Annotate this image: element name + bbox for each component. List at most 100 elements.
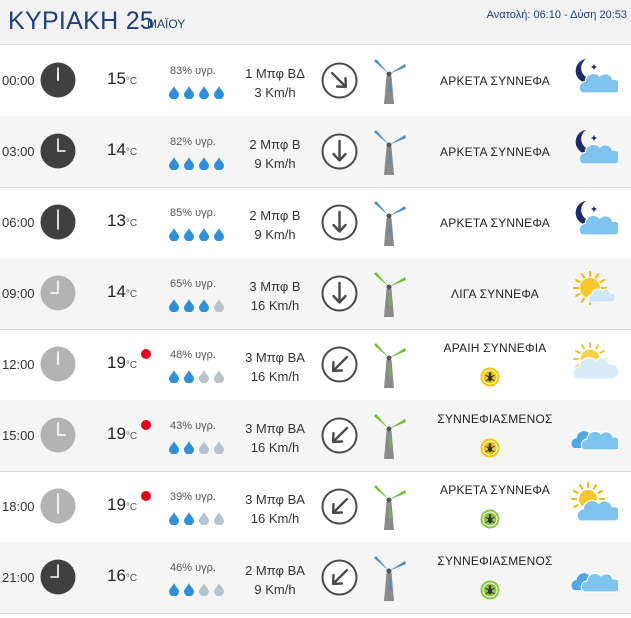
- humidity-label: 65% υγρ.: [170, 278, 216, 290]
- alert-dot-icon: [141, 349, 151, 359]
- forecast-time: 18:00: [2, 499, 35, 514]
- wind-info: 2 Μπφ Β 9 Km/h: [230, 206, 320, 244]
- clock-icon: [40, 275, 76, 311]
- sunrise-sunset-info: Ανατολή: 06:10 - Δύση 20:53: [486, 9, 627, 21]
- humidity-drops-icon: [168, 227, 228, 242]
- humidity-drops-icon: [168, 440, 228, 455]
- wind-info: 3 Μπφ Β 16 Km/h: [230, 277, 320, 315]
- temperature-value: 19: [107, 424, 126, 443]
- temperature-unit: °C: [125, 147, 138, 158]
- wind-turbine-icon: [371, 56, 407, 106]
- forecast-row: 06:00 13°C 85% υγρ. 2 Μπφ Β 9 Km/h ΑΡΚΕΤΑ Σ…: [0, 187, 631, 259]
- weather-condition: ΑΡΚΕΤΑ ΣΥΝΝΕΦΑ: [440, 145, 550, 159]
- moon-cloud-icon: [570, 197, 622, 245]
- forecast-time: 06:00: [2, 215, 35, 230]
- temperature-unit: °C: [125, 573, 138, 584]
- temperature-value: 13: [107, 211, 126, 230]
- forecast-time: 09:00: [2, 286, 35, 301]
- temperature: 14°C: [107, 282, 137, 302]
- temperature: 15°C: [107, 69, 137, 89]
- forecast-time: 12:00: [2, 357, 35, 372]
- weather-condition: ΣΥΝΝΕΦΙΑΣΜΕΝΟΣ: [437, 412, 553, 426]
- wind-turbine-icon: [371, 482, 407, 532]
- wind-turbine-icon: [371, 340, 407, 390]
- wind-info: 1 Μπφ ΒΔ 3 Km/h: [230, 64, 320, 102]
- temperature: 19°C: [107, 495, 137, 515]
- clock-icon: [40, 488, 76, 524]
- temperature-unit: °C: [125, 218, 138, 229]
- alert-dot-icon: [141, 491, 151, 501]
- clouds-icon: [570, 410, 622, 458]
- weather-condition: ΑΡΚΕΤΑ ΣΥΝΝΕΦΑ: [440, 74, 550, 88]
- temperature-value: 14: [107, 282, 126, 301]
- humidity-label: 83% υγρ.: [170, 65, 216, 77]
- sun-cloud-icon: [570, 481, 622, 529]
- humidity-label: 48% υγρ.: [170, 349, 216, 361]
- weather-condition: ΑΡΚΕΤΑ ΣΥΝΝΕΦΑ: [440, 216, 550, 230]
- temperature: 16°C: [107, 566, 137, 586]
- wind-force: 3 Μπφ ΒΑ: [245, 492, 305, 507]
- day-title: ΚΥΡΙΑΚΗ 25: [8, 7, 155, 35]
- temperature-value: 19: [107, 353, 126, 372]
- temperature-unit: °C: [125, 289, 138, 300]
- moon-cloud-icon: [570, 55, 622, 103]
- clock-icon: [40, 346, 76, 382]
- day-header: ΚΥΡΙΑΚΗ 25 ΜΑΪΟΥ Ανατολή: 06:10 - Δύση 2…: [0, 0, 631, 45]
- forecast-row: 09:00 14°C 65% υγρ. 3 Μπφ Β 16 Km/h ΛΙΓΑ ΣΥ…: [0, 258, 631, 330]
- humidity-label: 46% υγρ.: [170, 562, 216, 574]
- forecast-time: 03:00: [2, 144, 35, 159]
- wind-force: 2 Μπφ ΒΑ: [245, 563, 305, 578]
- wind-speed: 16 Km/h: [250, 511, 300, 526]
- temperature-unit: °C: [125, 502, 138, 513]
- forecast-row: 21:00 16°C 46% υγρ. 2 Μπφ ΒΑ 9 Km/h ΣΥΝΝΕΦΙ…: [0, 542, 631, 614]
- wind-turbine-icon: [371, 127, 407, 177]
- temperature-unit: °C: [125, 431, 138, 442]
- wind-info: 3 Μπφ ΒΑ 16 Km/h: [230, 490, 320, 528]
- wind-direction-arrow-icon: [321, 275, 358, 312]
- wind-info: 3 Μπφ ΒΑ 16 Km/h: [230, 348, 320, 386]
- forecast-time: 00:00: [2, 73, 35, 88]
- wind-force: 3 Μπφ ΒΑ: [245, 350, 305, 365]
- wind-turbine-icon: [371, 269, 407, 319]
- wind-direction-arrow-icon: [321, 133, 358, 170]
- wind-force: 3 Μπφ Β: [249, 279, 301, 294]
- wind-speed: 16 Km/h: [250, 298, 300, 313]
- humidity-drops-icon: [168, 298, 228, 313]
- temperature: 14°C: [107, 140, 137, 160]
- humidity-drops-icon: [168, 369, 228, 384]
- forecast-row: 00:00 15°C 83% υγρ. 1 Μπφ ΒΔ 3 Km/h ΑΡΚΕΤΑ …: [0, 45, 631, 117]
- wind-turbine-icon: [371, 553, 407, 603]
- humidity-drops-icon: [168, 156, 228, 171]
- wind-force: 2 Μπφ Β: [249, 208, 301, 223]
- temperature-value: 15: [107, 69, 126, 88]
- forecast-row: 18:00 19°C 39% υγρ. 3 Μπφ ΒΑ 16 Km/h ΑΡΚΕΤΑ…: [0, 471, 631, 543]
- wind-force: 1 Μπφ ΒΔ: [245, 66, 305, 81]
- temperature: 19°C: [107, 424, 137, 444]
- clock-icon: [40, 133, 76, 169]
- temperature: 19°C: [107, 353, 137, 373]
- temperature-unit: °C: [125, 76, 138, 87]
- temperature-unit: °C: [125, 360, 138, 371]
- humidity-label: 43% υγρ.: [170, 420, 216, 432]
- forecast-time: 15:00: [2, 428, 35, 443]
- month-label: ΜΑΪΟΥ: [147, 17, 186, 31]
- wind-speed: 16 Km/h: [250, 440, 300, 455]
- weather-condition: ΑΡΚΕΤΑ ΣΥΝΝΕΦΑ: [440, 483, 550, 497]
- temperature-value: 14: [107, 140, 126, 159]
- clouds-icon: [570, 552, 622, 600]
- humidity-label: 82% υγρ.: [170, 136, 216, 148]
- haze-sun-icon: [570, 339, 620, 387]
- pollen-badge-icon: [480, 367, 500, 387]
- wind-direction-arrow-icon: [321, 204, 358, 241]
- humidity-label: 39% υγρ.: [170, 491, 216, 503]
- wind-speed: 9 Km/h: [254, 582, 296, 597]
- wind-force: 3 Μπφ ΒΑ: [245, 421, 305, 436]
- clock-icon: [40, 204, 76, 240]
- forecast-row: 12:00 19°C 48% υγρ. 3 Μπφ ΒΑ 16 Km/h ΑΡΑΙΗ …: [0, 329, 631, 401]
- wind-speed: 9 Km/h: [254, 227, 296, 242]
- wind-direction-arrow-icon: [321, 559, 358, 596]
- wind-direction-arrow-icon: [321, 62, 358, 99]
- weather-condition: ΑΡΑΙΗ ΣΥΝΝΕΦΙΑ: [443, 341, 547, 355]
- pollen-badge-icon: [480, 509, 500, 529]
- forecast-time: 21:00: [2, 570, 35, 585]
